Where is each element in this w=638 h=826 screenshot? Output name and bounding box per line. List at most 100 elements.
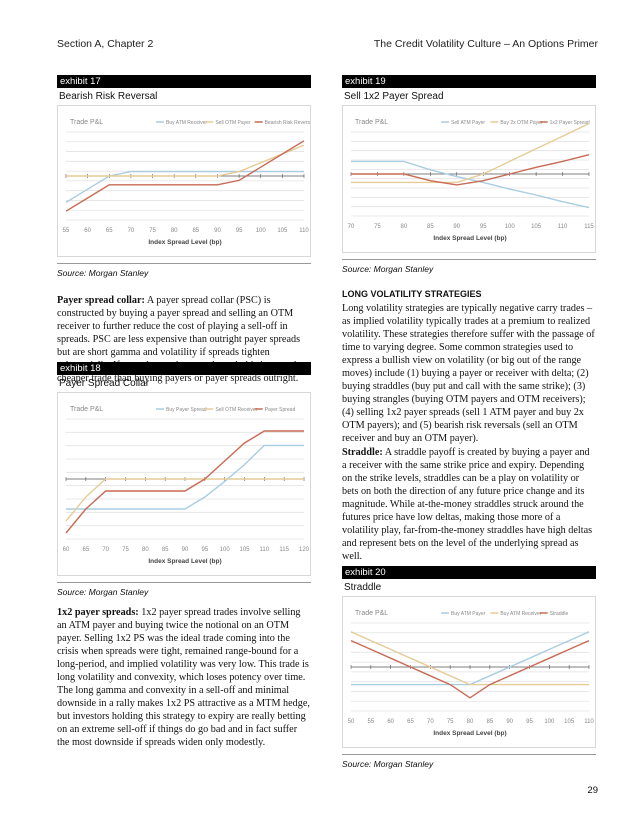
series-line bbox=[66, 144, 305, 177]
payer-spread-collar-chart: Trade P&L Buy Payer Spread Sell OTM Receiv… bbox=[63, 406, 310, 565]
paragraph-lead: 1x2 payer spreads: bbox=[57, 607, 139, 618]
chart-frame: Trade P&L Buy Payer Spread Sell OTM Receiv… bbox=[57, 392, 311, 576]
x-tick-label: 110 bbox=[584, 719, 594, 725]
x-tick-label: 100 bbox=[544, 719, 555, 725]
x-tick-label: 95 bbox=[236, 228, 243, 234]
x-tick-label: 75 bbox=[149, 228, 156, 234]
x-tick-label: 105 bbox=[239, 547, 250, 553]
y-axis-label: Trade P&L bbox=[70, 119, 103, 126]
series-line bbox=[351, 631, 590, 686]
running-header-left: Section A, Chapter 2 bbox=[57, 38, 154, 50]
page-number: 29 bbox=[587, 785, 598, 796]
legend-label: 1x2 Payer Spread bbox=[550, 120, 590, 126]
exhibit-title: Straddle bbox=[344, 582, 382, 593]
x-tick-label: 80 bbox=[171, 228, 178, 234]
exhibit-17: exhibit 17 Bearish Risk Reversal Trade P… bbox=[57, 75, 311, 278]
exhibit-source: Source: Morgan Stanley bbox=[342, 759, 434, 769]
x-tick-label: 105 bbox=[564, 719, 575, 725]
chart-frame: Trade P&L Buy ATM Payer Buy ATM Receiver St… bbox=[342, 596, 596, 748]
legend-label: Payer Spread bbox=[265, 407, 296, 413]
exhibit-source: Source: Morgan Stanley bbox=[57, 268, 149, 278]
series-line bbox=[350, 639, 590, 699]
x-tick-label: 55 bbox=[367, 719, 374, 725]
chart-frame: Trade P&L Sell ATM Payer Buy 2x OTM Payer 1… bbox=[342, 105, 596, 253]
x-tick-label: 50 bbox=[348, 719, 355, 725]
y-axis-label: Trade P&L bbox=[355, 119, 388, 126]
x-tick-label: 70 bbox=[128, 228, 135, 234]
legend-label: Buy ATM Payer bbox=[451, 611, 486, 617]
long-volatility-paragraph: Long volatility strategies are typically… bbox=[342, 303, 595, 444]
exhibit-rule bbox=[57, 582, 311, 583]
exhibit-19: exhibit 19 Sell 1x2 Payer Spread Trade P… bbox=[342, 75, 596, 274]
legend-label: Sell ATM Payer bbox=[451, 120, 485, 126]
x-tick-label: 105 bbox=[531, 224, 542, 230]
x-tick-label: 55 bbox=[63, 228, 70, 234]
exhibit-tag: exhibit 18 bbox=[57, 362, 311, 375]
x-tick-label: 80 bbox=[401, 224, 408, 230]
x-tick-label: 65 bbox=[82, 547, 89, 553]
payer-spreads-1x2-paragraph: 1x2 payer spreads: 1x2 payer spread trad… bbox=[57, 606, 311, 749]
x-tick-label: 60 bbox=[387, 719, 394, 725]
x-tick-label: 60 bbox=[84, 228, 91, 234]
x-tick-label: 85 bbox=[162, 547, 169, 553]
legend-label: Buy Payer Spread bbox=[166, 407, 207, 413]
bearish-risk-reversal-chart: Trade P&L Buy ATM Receiver Sell OTM Payer B… bbox=[63, 119, 310, 246]
series-line bbox=[65, 170, 304, 203]
exhibit-title: Payer Spread Collar bbox=[59, 378, 150, 389]
running-header-right: The Credit Volatility Culture – An Optio… bbox=[373, 38, 598, 50]
x-tick-label: 80 bbox=[142, 547, 149, 553]
x-tick-label: 75 bbox=[447, 719, 454, 725]
series-line bbox=[350, 631, 589, 686]
exhibit-title: Sell 1x2 Payer Spread bbox=[344, 91, 444, 102]
x-axis-label: Index Spread Level (bp) bbox=[148, 239, 221, 246]
series-line bbox=[65, 430, 304, 534]
legend-label: Bearish Risk Reversal bbox=[265, 120, 310, 126]
straddle-chart: Trade P&L Buy ATM Payer Buy ATM Receiver St… bbox=[348, 610, 595, 737]
exhibit-18: exhibit 18 Payer Spread Collar Trade P&L… bbox=[57, 362, 311, 597]
paragraph-body: 1x2 payer spread trades involve selling … bbox=[57, 607, 310, 748]
x-tick-label: 70 bbox=[102, 547, 109, 553]
legend-label: Buy 2x OTM Payer bbox=[500, 120, 543, 126]
chart-frame: Trade P&L Buy ATM Receiver Sell OTM Payer B… bbox=[57, 105, 311, 257]
series-line bbox=[65, 478, 304, 522]
x-tick-label: 60 bbox=[63, 547, 70, 553]
legend-label: Buy ATM Receiver bbox=[500, 611, 541, 617]
legend-label: Buy ATM Receiver bbox=[166, 120, 207, 126]
series-line bbox=[351, 154, 590, 186]
exhibit-source: Source: Morgan Stanley bbox=[57, 587, 149, 597]
exhibit-tag: exhibit 20 bbox=[342, 566, 596, 579]
x-tick-label: 85 bbox=[192, 228, 199, 234]
x-tick-label: 65 bbox=[106, 228, 113, 234]
straddle-paragraph: Straddle: A straddle payoff is created b… bbox=[342, 446, 596, 563]
x-tick-label: 90 bbox=[453, 224, 460, 230]
x-tick-label: 110 bbox=[260, 547, 270, 553]
x-axis-label: Index Spread Level (bp) bbox=[148, 558, 221, 565]
x-tick-label: 110 bbox=[558, 224, 568, 230]
exhibit-20: exhibit 20 Straddle Trade P&L Buy ATM Pay… bbox=[342, 566, 596, 769]
section-heading: LONG VOLATILITY STRATEGIES bbox=[342, 289, 482, 299]
y-axis-label: Trade P&L bbox=[355, 610, 388, 617]
x-tick-label: 115 bbox=[584, 224, 594, 230]
x-tick-label: 100 bbox=[505, 224, 516, 230]
exhibit-rule bbox=[342, 754, 596, 755]
exhibit-source: Source: Morgan Stanley bbox=[342, 264, 434, 274]
sell-1x2-payer-spread-chart: Trade P&L Sell ATM Payer Buy 2x OTM Payer 1… bbox=[348, 119, 595, 242]
x-tick-label: 100 bbox=[220, 547, 231, 553]
exhibit-rule bbox=[342, 259, 596, 260]
x-tick-label: 95 bbox=[526, 719, 533, 725]
exhibit-tag: exhibit 17 bbox=[57, 75, 311, 88]
x-tick-label: 95 bbox=[480, 224, 487, 230]
x-axis-label: Index Spread Level (bp) bbox=[433, 730, 506, 737]
x-tick-label: 100 bbox=[256, 228, 267, 234]
x-tick-label: 80 bbox=[467, 719, 474, 725]
exhibit-tag: exhibit 19 bbox=[342, 75, 596, 88]
x-tick-label: 70 bbox=[427, 719, 434, 725]
x-axis-label: Index Spread Level (bp) bbox=[433, 235, 506, 242]
series-line bbox=[351, 122, 590, 184]
x-tick-label: 90 bbox=[182, 547, 189, 553]
paragraph-lead: Straddle: bbox=[342, 447, 383, 458]
x-tick-label: 85 bbox=[486, 719, 493, 725]
x-tick-label: 85 bbox=[427, 224, 434, 230]
y-axis-label: Trade P&L bbox=[70, 406, 103, 413]
series-line bbox=[351, 160, 590, 209]
